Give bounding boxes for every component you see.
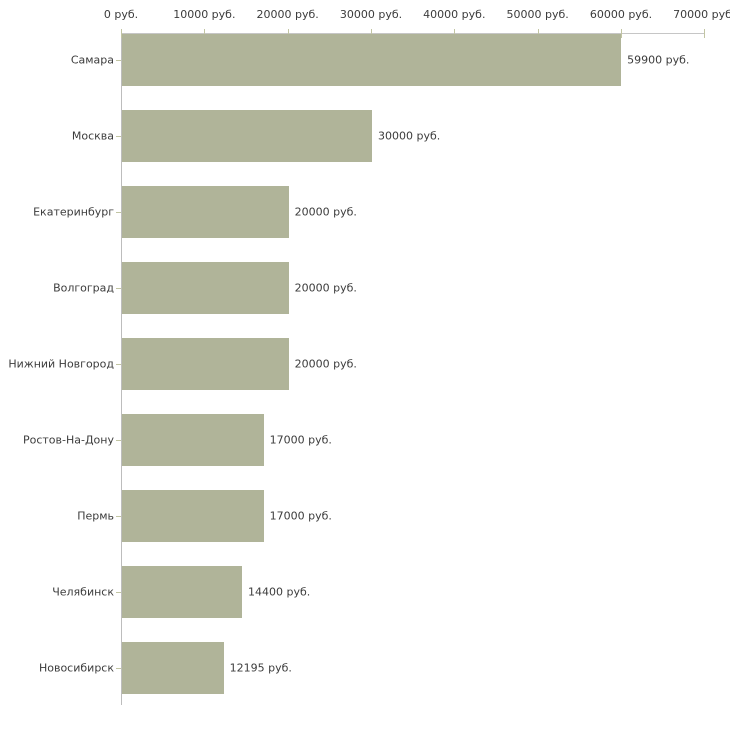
- bar: [122, 566, 242, 618]
- y-axis-tick-mark: [116, 668, 121, 669]
- x-axis-line: [121, 33, 705, 34]
- value-label: 30000 руб.: [377, 129, 441, 143]
- x-axis-tick-mark: [204, 29, 206, 38]
- bar: [122, 262, 289, 314]
- y-axis-tick-mark: [116, 212, 121, 213]
- category-label: Новосибирск: [38, 661, 114, 675]
- category-label: Екатеринбург: [33, 205, 114, 219]
- category-label: Волгоград: [53, 281, 114, 295]
- y-axis-tick-mark: [116, 136, 121, 137]
- value-label: 20000 руб.: [294, 357, 357, 371]
- y-axis-tick-mark: [116, 440, 121, 441]
- x-axis-tick-mark: [704, 29, 706, 38]
- y-axis-tick-mark: [116, 60, 121, 61]
- x-axis-tick-label: 60000 руб.: [589, 8, 653, 21]
- value-label: 20000 руб.: [294, 205, 357, 219]
- bar: [122, 34, 622, 86]
- value-label: 14400 руб.: [247, 585, 311, 599]
- bar: [122, 414, 264, 466]
- y-axis-tick-mark: [116, 364, 121, 365]
- y-axis-line: [121, 33, 122, 705]
- x-axis-tick-label: 20000 руб.: [256, 8, 319, 21]
- x-axis-tick-label: 0 руб.: [103, 8, 139, 21]
- bar: [122, 642, 224, 694]
- category-label: Челябинск: [52, 585, 114, 599]
- x-axis-tick-mark: [454, 29, 456, 38]
- bar: [122, 490, 264, 542]
- y-axis-tick-mark: [116, 592, 121, 593]
- x-axis-tick-label: 50000 руб.: [506, 8, 569, 21]
- value-label: 17000 руб.: [269, 433, 332, 447]
- x-axis-tick-label: 10000 руб.: [173, 8, 236, 21]
- bar: [122, 186, 289, 238]
- category-label: Москва: [71, 129, 114, 143]
- value-label: 20000 руб.: [294, 281, 357, 295]
- x-axis-tick-mark: [370, 29, 372, 38]
- x-axis-tick-mark: [121, 29, 122, 38]
- category-label: Нижний Новгород: [8, 357, 114, 371]
- x-axis-tick-label: 30000 руб.: [339, 8, 403, 21]
- x-axis-tick-label: 40000 руб.: [423, 8, 486, 21]
- category-label: Ростов-На-Дону: [22, 433, 114, 447]
- bar: [122, 110, 372, 162]
- value-label: 17000 руб.: [269, 509, 332, 523]
- category-label: Самара: [70, 53, 114, 67]
- x-axis-tick-mark: [287, 29, 289, 38]
- category-label: Пермь: [77, 509, 114, 523]
- x-axis-tick-label: 70000 руб.: [673, 8, 730, 21]
- x-axis-tick-mark: [537, 29, 539, 38]
- y-axis-tick-mark: [116, 516, 121, 517]
- value-label: 12195 руб.: [229, 661, 292, 675]
- x-axis-tick-mark: [620, 29, 622, 38]
- y-axis-tick-mark: [116, 288, 121, 289]
- value-label: 59900 руб.: [627, 53, 690, 67]
- bar: [122, 338, 289, 390]
